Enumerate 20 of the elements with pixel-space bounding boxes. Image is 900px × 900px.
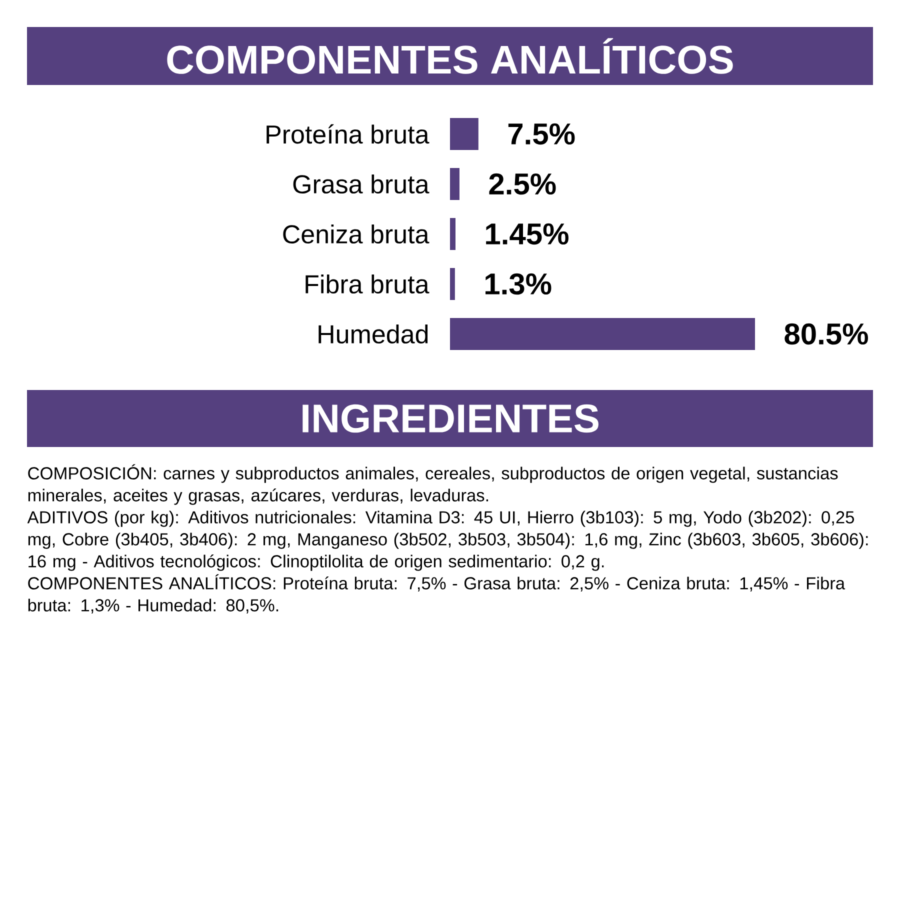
data-label: 2.5% bbox=[489, 173, 556, 195]
text: COMPOSICIÓN: carnes y subproductos animales, cereales, subproductos de origen vegetal, sustancias minerales, aceites y grasas, azúcares, verduras, levaduras. bbox=[28, 464, 838, 505]
data-label: 1.45% bbox=[486, 223, 568, 245]
text: INGREDIENTES bbox=[302, 404, 598, 433]
data-label: 80.5% bbox=[784, 323, 868, 345]
text: ADITIVOS (por kg): Aditivos nutricionales: Vitamina D3: 45 UI, Hierro (3b103): 5 mg, Yodo (3b202): 0,25 mg, Cobre (3b405, 3b406): 2 mg, Manganeso (3b502, 3b503, 3b504): 1,6 mg, Zinc (3b603, 3b605, 3b606): 16 mg - Aditivos tecnológicos: Clinoptilolita de origen sedimentario: 0,2 g. bbox=[27, 510, 868, 571]
bar bbox=[450, 168, 460, 200]
y-tick-label: Proteína bruta bbox=[266, 124, 430, 144]
bar bbox=[450, 268, 455, 300]
chart-title: COMPONENTES ANALÍTICOS bbox=[167, 38, 733, 74]
y-tick-label: Ceniza bruta bbox=[283, 224, 430, 244]
y-tick-label: Humedad bbox=[318, 324, 428, 344]
y-tick-label: Fibra bruta bbox=[306, 274, 430, 294]
bar bbox=[450, 218, 456, 250]
data-label: 1.3% bbox=[486, 273, 552, 295]
text: COMPONENTES ANALÍTICOS: Proteína bruta: 7,5% - Grasa bruta: 2,5% - Ceniza bruta: 1,45% - Fibra bruta: 1,3% - Humedad: 80,5%. bbox=[28, 574, 846, 614]
data-label: 7.5% bbox=[508, 123, 575, 145]
bar bbox=[450, 318, 756, 350]
bar bbox=[450, 118, 478, 150]
y-tick-label: Grasa bruta bbox=[293, 174, 430, 194]
